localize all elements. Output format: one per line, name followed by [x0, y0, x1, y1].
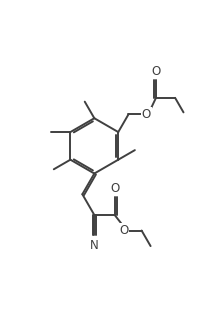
Text: O: O: [142, 108, 151, 121]
Text: O: O: [151, 65, 160, 78]
Text: N: N: [90, 239, 99, 252]
Text: O: O: [119, 224, 128, 237]
Text: O: O: [110, 182, 119, 195]
